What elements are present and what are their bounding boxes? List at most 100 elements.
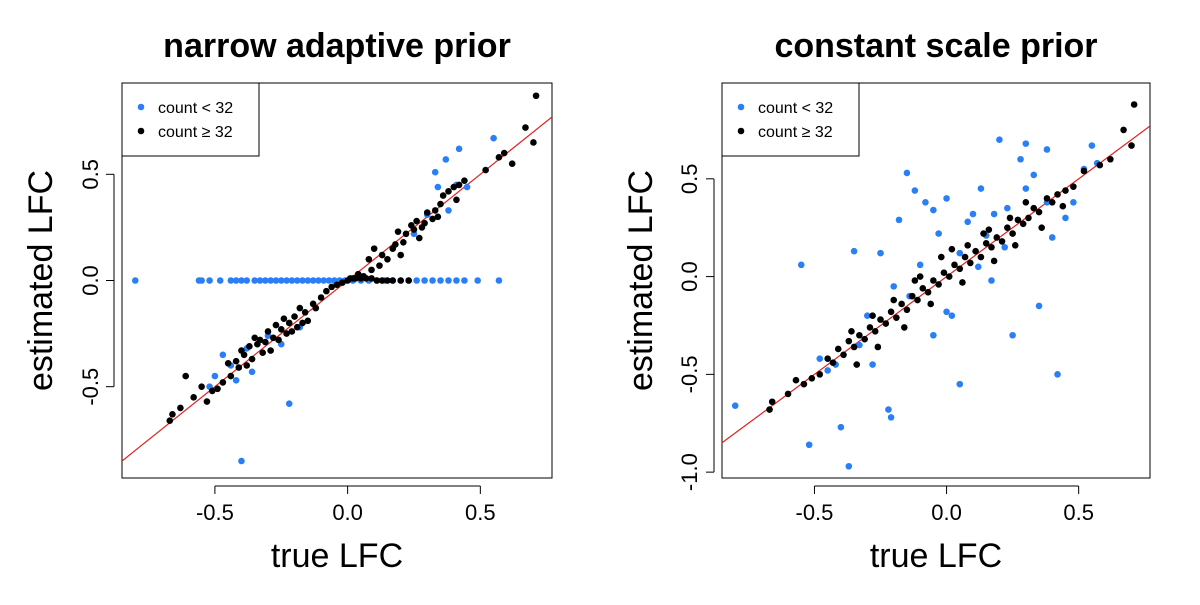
data-point (988, 243, 995, 251)
data-point (272, 321, 280, 329)
data-point (437, 200, 444, 208)
data-point (1130, 101, 1138, 108)
data-point (930, 277, 937, 284)
data-point (224, 360, 232, 367)
y-tick-label: -0.5 (78, 368, 103, 406)
data-point (339, 279, 346, 286)
data-point (190, 394, 197, 401)
data-point (911, 277, 919, 284)
data-point (251, 277, 259, 284)
data-point (1054, 371, 1061, 378)
data-point (293, 323, 301, 331)
data-point (532, 92, 540, 100)
data-point (421, 277, 428, 284)
data-point (461, 177, 468, 184)
data-point (1004, 204, 1011, 212)
data-point (323, 287, 330, 295)
data-point (439, 192, 447, 199)
data-point (397, 251, 405, 259)
data-point (956, 249, 964, 257)
data-point (442, 156, 450, 163)
data-point (768, 398, 776, 406)
data-point (299, 319, 306, 327)
data-point (437, 277, 444, 284)
data-point (1006, 214, 1014, 222)
data-point (378, 277, 386, 284)
data-point (1004, 224, 1011, 232)
data-point (299, 277, 306, 284)
data-point (429, 215, 436, 223)
data-point (985, 226, 993, 233)
data-point (874, 343, 882, 351)
x-tick-label: 0.0 (332, 500, 363, 525)
data-point (877, 316, 884, 323)
data-point (1030, 204, 1038, 212)
y-tick-label: 0.0 (677, 261, 702, 292)
data-point (972, 247, 979, 255)
legend-label: count < 32 (758, 100, 833, 117)
y-tick-label: -1.0 (677, 453, 702, 491)
data-point (1038, 224, 1045, 232)
data-point (495, 154, 503, 161)
data-point (890, 283, 898, 290)
data-point (988, 277, 995, 284)
data-point (455, 181, 463, 189)
series-high-count (766, 101, 1138, 413)
data-point (368, 266, 375, 274)
data-point (969, 210, 977, 218)
data-point (977, 185, 985, 192)
data-point (996, 136, 1003, 144)
data-point (453, 277, 460, 284)
data-point (990, 210, 998, 218)
data-point (766, 406, 773, 413)
data-point (461, 277, 468, 284)
data-point (283, 330, 290, 337)
data-point (1059, 202, 1067, 210)
data-point (845, 337, 853, 345)
data-point (394, 228, 402, 235)
data-point (227, 277, 235, 284)
data-point (309, 300, 317, 308)
data-point (211, 372, 219, 380)
data-point (1017, 155, 1024, 163)
data-point (914, 296, 921, 304)
data-point (980, 230, 987, 237)
legend-marker (137, 127, 145, 135)
data-point (232, 277, 240, 284)
data-point (384, 255, 391, 263)
data-point (845, 462, 853, 470)
data-point (935, 230, 942, 237)
data-point (214, 385, 221, 393)
data-point (378, 251, 386, 259)
data-point (800, 380, 808, 388)
data-point (956, 265, 964, 273)
data-point (272, 277, 280, 284)
data-point (434, 183, 442, 191)
data-point (304, 277, 312, 284)
data-point (320, 277, 328, 284)
data-point (453, 196, 460, 204)
data-point (285, 400, 293, 407)
data-point (848, 328, 855, 335)
data-point (445, 188, 452, 195)
series-low-count (131, 134, 503, 465)
data-point (853, 361, 861, 368)
data-point (405, 277, 412, 284)
data-point (731, 402, 739, 409)
data-point (288, 277, 296, 284)
x-tick-label: -0.5 (196, 500, 234, 525)
data-point (1120, 126, 1127, 134)
data-point (1062, 214, 1069, 222)
data-point (864, 312, 871, 319)
data-point (131, 277, 139, 284)
data-point (982, 240, 990, 247)
data-point (474, 277, 481, 284)
data-point (1070, 183, 1077, 190)
data-point (919, 285, 927, 292)
legend-label: count ≥ 32 (158, 124, 233, 141)
legend-box (121, 82, 260, 157)
data-point (1088, 142, 1096, 149)
data-point (900, 324, 908, 331)
data-point (296, 304, 304, 312)
